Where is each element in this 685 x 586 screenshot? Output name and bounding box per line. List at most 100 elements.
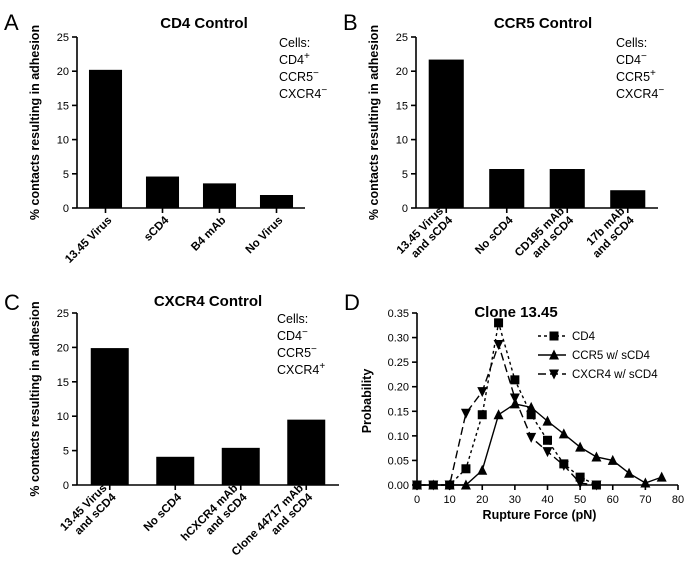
- series-line: [417, 322, 597, 486]
- note-text: CXCR4: [279, 87, 321, 101]
- category-label-line: B4 mAb: [189, 214, 228, 253]
- marker-square: [510, 375, 520, 385]
- marker-triangle-up: [460, 479, 471, 490]
- note-text: CCR5: [279, 70, 313, 84]
- marker-square: [494, 318, 504, 328]
- bar-3: [221, 447, 260, 485]
- cells-note-line: Cells:: [279, 36, 310, 50]
- note-text: Cells:: [616, 36, 647, 50]
- bar-1: [428, 59, 464, 209]
- series-1: [412, 318, 601, 490]
- category-label: No sCD4: [473, 214, 516, 257]
- bar-3: [202, 183, 237, 208]
- category-label: 13.45 Virus: [63, 214, 114, 265]
- y-tick-label: 10: [57, 135, 69, 147]
- marker-triangle-up: [526, 401, 537, 412]
- legend-item: CXCR4 w/ sCD4: [538, 369, 658, 381]
- category-label-line: No Virus: [244, 214, 286, 256]
- y-tick-label: 0.05: [388, 455, 409, 467]
- category-label: No Virus: [244, 214, 286, 256]
- note-text: CCR5: [277, 346, 311, 360]
- y-tick-label: 20: [57, 66, 69, 78]
- category-label-line: No sCD4: [142, 491, 185, 534]
- y-tick-label: 5: [63, 446, 69, 458]
- y-tick-label: 0: [63, 480, 69, 492]
- legend-label: CCR5 w/ sCD4: [572, 350, 651, 362]
- bar-1: [90, 348, 129, 485]
- cells-note-line: CXCR4−: [616, 85, 664, 101]
- panel-b: B CCR5 Control % contacts resulting in adh…: [343, 10, 664, 260]
- y-tick-label: 10: [396, 135, 408, 147]
- note-superscript: −: [302, 327, 308, 338]
- panel-d: D Clone 13.45 Probability Rupture Force (pN…: [344, 290, 684, 522]
- legend-item: CD4: [538, 331, 596, 343]
- marker-triangle-up: [558, 428, 569, 439]
- bar-1: [88, 69, 123, 208]
- series-line: [417, 403, 662, 486]
- cells-note-line: CD4−: [277, 327, 308, 343]
- x-tick-label: 10: [444, 494, 456, 506]
- marker-triangle-down: [549, 369, 559, 380]
- y-tick-label: 25: [396, 32, 408, 44]
- note-text: CXCR4: [277, 363, 319, 377]
- bar-4: [610, 190, 646, 208]
- marker-triangle-up: [656, 471, 667, 482]
- y-tick-label: 0.15: [388, 406, 409, 418]
- y-tick-label: 0: [63, 203, 69, 215]
- marker-triangle-up: [607, 454, 618, 465]
- x-tick-label: 70: [639, 494, 651, 506]
- panel-letter: B: [343, 10, 358, 35]
- marker-triangle-down: [444, 480, 455, 491]
- panel-letter: C: [4, 290, 20, 315]
- category-label: B4 mAb: [189, 214, 228, 253]
- note-text: CD4: [616, 53, 641, 67]
- y-tick-label: 0.25: [388, 357, 409, 369]
- marker-triangle-down: [526, 432, 537, 443]
- y-axis-label: % contacts resulting in adhesion: [28, 301, 42, 496]
- y-tick-label: 15: [396, 100, 408, 112]
- category-label: No sCD4: [142, 491, 185, 534]
- y-tick-label: 0.10: [388, 431, 409, 443]
- y-tick-label: 25: [57, 32, 69, 44]
- cells-note-line: CCR5+: [616, 68, 656, 84]
- panel-a: A CD4 Control % contacts resulting in adhe…: [4, 10, 327, 266]
- marker-triangle-down: [542, 447, 553, 458]
- cells-note-line: Cells:: [616, 36, 647, 50]
- category-label-line: sCD4: [142, 214, 172, 244]
- note-superscript: +: [650, 68, 656, 79]
- cells-note-line: CCR5−: [277, 344, 317, 360]
- note-superscript: +: [319, 361, 325, 372]
- marker-square: [549, 331, 559, 341]
- y-tick-label: 5: [63, 169, 69, 181]
- marker-square: [477, 410, 487, 420]
- y-tick-label: 0.35: [388, 308, 409, 320]
- note-superscript: +: [304, 51, 310, 62]
- note-text: CXCR4: [616, 87, 658, 101]
- y-tick-label: 15: [57, 100, 69, 112]
- panel-letter: D: [344, 290, 360, 315]
- marker-triangle-down: [575, 478, 586, 489]
- cells-note-line: CXCR4−: [279, 85, 327, 101]
- panel-letter: A: [4, 10, 19, 35]
- y-tick-label: 0.20: [388, 382, 409, 394]
- cells-note-line: CD4−: [616, 51, 647, 67]
- marker-triangle-down: [412, 480, 422, 491]
- bar-2: [489, 169, 525, 208]
- y-tick-label: 10: [57, 411, 69, 423]
- chart-title: CCR5 Control: [494, 15, 592, 32]
- marker-triangle-up: [640, 477, 651, 488]
- note-text: CD4: [277, 329, 302, 343]
- bar-4: [259, 195, 294, 208]
- marker-triangle-up: [575, 441, 586, 452]
- cells-note-line: CD4+: [279, 51, 310, 67]
- marker-triangle-up: [549, 349, 559, 360]
- y-tick-label: 0: [402, 203, 408, 215]
- chart-title: CXCR4 Control: [154, 293, 262, 310]
- marker-triangle-up: [624, 467, 635, 478]
- cells-note-line: CCR5−: [279, 68, 319, 84]
- marker-square: [526, 410, 536, 420]
- y-tick-label: 20: [396, 66, 408, 78]
- note-text: CCR5: [616, 70, 650, 84]
- bar-3: [549, 169, 585, 208]
